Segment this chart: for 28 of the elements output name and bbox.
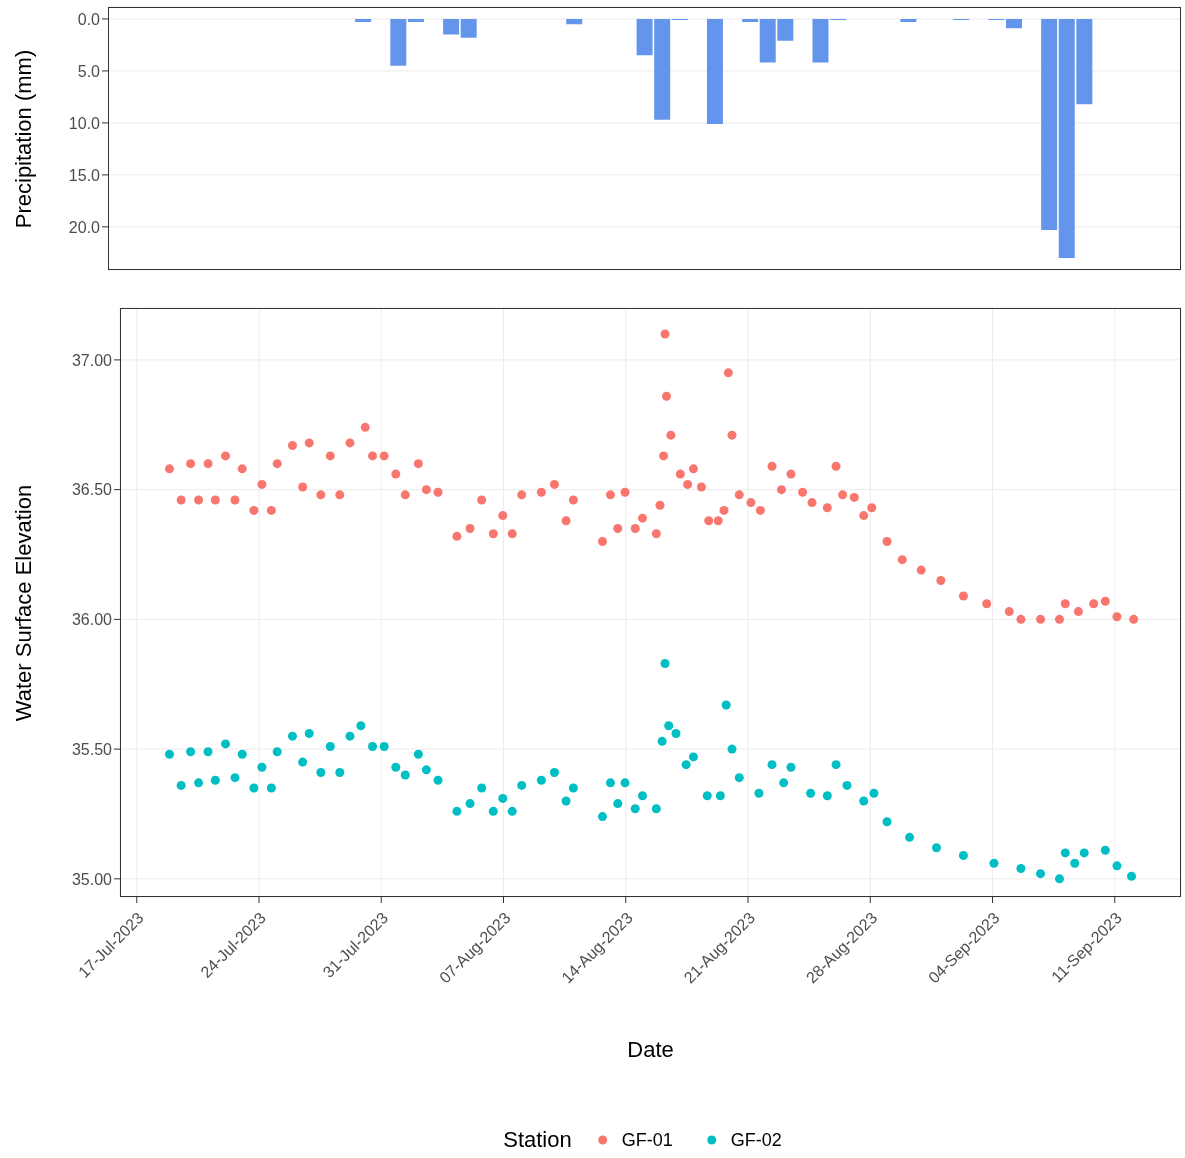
bar bbox=[1005, 18, 1022, 29]
y-tick-label: 36.50 bbox=[71, 481, 113, 499]
bar bbox=[900, 18, 917, 23]
bar bbox=[706, 18, 723, 124]
y-tick-label: 35.50 bbox=[71, 740, 113, 758]
y-tick-label: 15.0 bbox=[68, 166, 101, 184]
y-axis-title: Precipitation (mm) bbox=[11, 49, 37, 228]
bar bbox=[390, 18, 407, 66]
bar bbox=[566, 18, 583, 25]
legend-label: GF-02 bbox=[730, 1129, 782, 1151]
y-tick-label: 35.00 bbox=[71, 870, 113, 888]
legend-label: GF-01 bbox=[621, 1129, 673, 1151]
legend-title: Station bbox=[503, 1127, 572, 1153]
y-tick-label: 20.0 bbox=[68, 218, 101, 236]
x-axis-title: Date bbox=[627, 1037, 674, 1063]
y-tick-label: 10.0 bbox=[68, 114, 101, 132]
bar bbox=[1041, 18, 1058, 230]
bar bbox=[742, 18, 759, 23]
y-tick-label: 0.0 bbox=[77, 10, 101, 28]
y-tick-label: 37.00 bbox=[71, 351, 113, 369]
y-tick-label: 5.0 bbox=[77, 62, 101, 80]
y-axis-title: Water Surface Elevation bbox=[11, 484, 37, 721]
bar bbox=[812, 18, 829, 63]
bar bbox=[407, 18, 424, 23]
bar bbox=[355, 18, 372, 23]
bar bbox=[443, 18, 460, 35]
bar bbox=[460, 18, 477, 38]
y-tick-label: 36.00 bbox=[71, 611, 113, 629]
